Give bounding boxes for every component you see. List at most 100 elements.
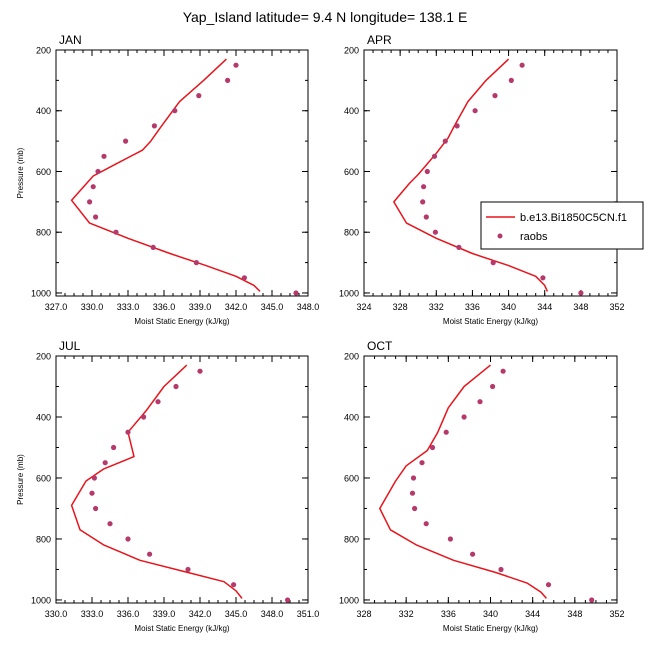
legend-label-raobs: raobs <box>520 231 548 243</box>
chart-panels: 327.0 330.0 333.0 336.0 339.0 342.0 345.0 348.0… <box>16 33 625 633</box>
x-tick-label: 348 <box>567 609 582 619</box>
y-tick-label: 1000 <box>339 288 359 298</box>
raobs-point <box>231 582 237 588</box>
raobs-point <box>123 138 129 144</box>
x-tick-label: 344 <box>537 302 552 312</box>
raobs-point <box>578 290 584 296</box>
raobs-point <box>421 184 427 190</box>
y-tick-label: 600 <box>36 167 51 177</box>
raobs-point <box>150 244 156 250</box>
y-tick-label: 800 <box>344 534 359 544</box>
x-tick-label: 333.0 <box>117 302 140 312</box>
raobs-point <box>101 153 107 159</box>
x-tick-label: 345.0 <box>225 609 248 619</box>
raobs-point <box>102 460 108 466</box>
raobs-point <box>424 168 430 175</box>
raobs-point <box>89 490 95 496</box>
x-tick-label: 345.0 <box>261 302 284 312</box>
panel-title: JUL <box>59 339 81 353</box>
raobs-point <box>423 521 429 527</box>
panel-jan: 327.0 330.0 333.0 336.0 339.0 342.0 345.0 348.0… <box>16 33 319 326</box>
series-line-model <box>70 364 243 599</box>
x-tick-label: 330.0 <box>81 302 104 312</box>
x-tick-label: 352 <box>609 302 624 312</box>
raobs-point <box>409 490 416 496</box>
raobs-point <box>477 399 483 405</box>
raobs-point <box>472 108 478 114</box>
x-tick-label: 336.0 <box>153 302 176 312</box>
raobs-point <box>432 229 438 235</box>
raobs-point <box>155 399 161 405</box>
plot-frame <box>363 355 618 604</box>
raobs-point <box>420 199 426 205</box>
x-tick-label: 344 <box>525 609 540 619</box>
y-tick-label: 1000 <box>31 288 51 298</box>
raobs-point <box>87 199 93 205</box>
y-tick-label: 400 <box>36 412 51 422</box>
raobs-point <box>233 62 239 68</box>
x-tick-label: 332 <box>429 302 444 312</box>
x-tick-label: 339.0 <box>153 609 176 619</box>
y-tick-label: 800 <box>36 228 51 238</box>
raobs-point <box>173 383 179 390</box>
raobs-point <box>545 582 552 588</box>
series-line-model <box>379 364 547 599</box>
y-tick-label: 200 <box>36 46 51 56</box>
x-tick-label: 328 <box>393 302 408 312</box>
x-tick-label: 352 <box>609 609 624 619</box>
y-axis-label: Pressure (mb) <box>16 147 25 198</box>
raobs-point <box>147 551 153 557</box>
raobs-point <box>419 460 425 466</box>
raobs-point <box>125 536 131 542</box>
panel-oct: 328 332 336 340 344 348 352 200 400 600 800 1000 OCT… <box>339 339 625 633</box>
panel-jul: 330.0 333.0 336.0 339.0 342.0 345.0 348.0 351.0… <box>16 339 319 633</box>
x-tick-label: 340 <box>501 302 516 312</box>
raobs-point <box>423 214 429 220</box>
raobs-point <box>454 123 460 129</box>
raobs-point <box>111 444 117 451</box>
raobs-point <box>293 290 299 296</box>
raobs-point <box>196 93 202 99</box>
y-tick-label: 1000 <box>31 595 51 605</box>
raobs-point <box>91 475 97 481</box>
panel-title: OCT <box>367 339 393 353</box>
x-axis-label: Moist Static Energy (kJ/kg) <box>134 624 229 633</box>
series-line-model <box>393 58 549 292</box>
y-tick-label: 800 <box>344 228 359 238</box>
x-tick-label: 328 <box>356 609 371 619</box>
x-tick-label: 330.0 <box>45 609 68 619</box>
x-tick-label: 332 <box>399 609 414 619</box>
y-tick-label: 400 <box>36 106 51 116</box>
raobs-point <box>193 260 199 266</box>
raobs-point <box>93 505 99 512</box>
x-tick-label: 348.0 <box>297 302 320 312</box>
y-tick-label: 200 <box>344 46 359 56</box>
raobs-point <box>431 153 438 159</box>
raobs-point <box>490 260 496 266</box>
raobs-point <box>540 275 546 281</box>
raobs-point <box>93 214 99 220</box>
raobs-point <box>442 138 448 144</box>
raobs-point <box>151 123 157 129</box>
x-tick-label: 336 <box>441 609 456 619</box>
raobs-point <box>125 429 131 435</box>
panel-apr: 324 328 332 336 340 344 348 352 200 400 600 800 1000… <box>339 33 625 326</box>
raobs-point <box>447 536 453 542</box>
y-axis-label: Pressure (mb) <box>16 454 25 505</box>
raobs-point <box>461 414 467 420</box>
y-tick-label: 200 <box>344 352 359 362</box>
x-tick-label: 348.0 <box>261 609 284 619</box>
raobs-point <box>95 168 101 175</box>
raobs-point <box>589 597 595 603</box>
x-tick-label: 340 <box>483 609 498 619</box>
x-tick-label: 339.0 <box>189 302 212 312</box>
x-tick-label: 333.0 <box>81 609 104 619</box>
raobs-point <box>225 77 231 83</box>
raobs-point <box>498 566 504 573</box>
raobs-point <box>172 108 178 114</box>
raobs-point <box>519 62 525 68</box>
x-tick-label: 324 <box>356 302 371 312</box>
y-tick-label: 400 <box>344 412 359 422</box>
